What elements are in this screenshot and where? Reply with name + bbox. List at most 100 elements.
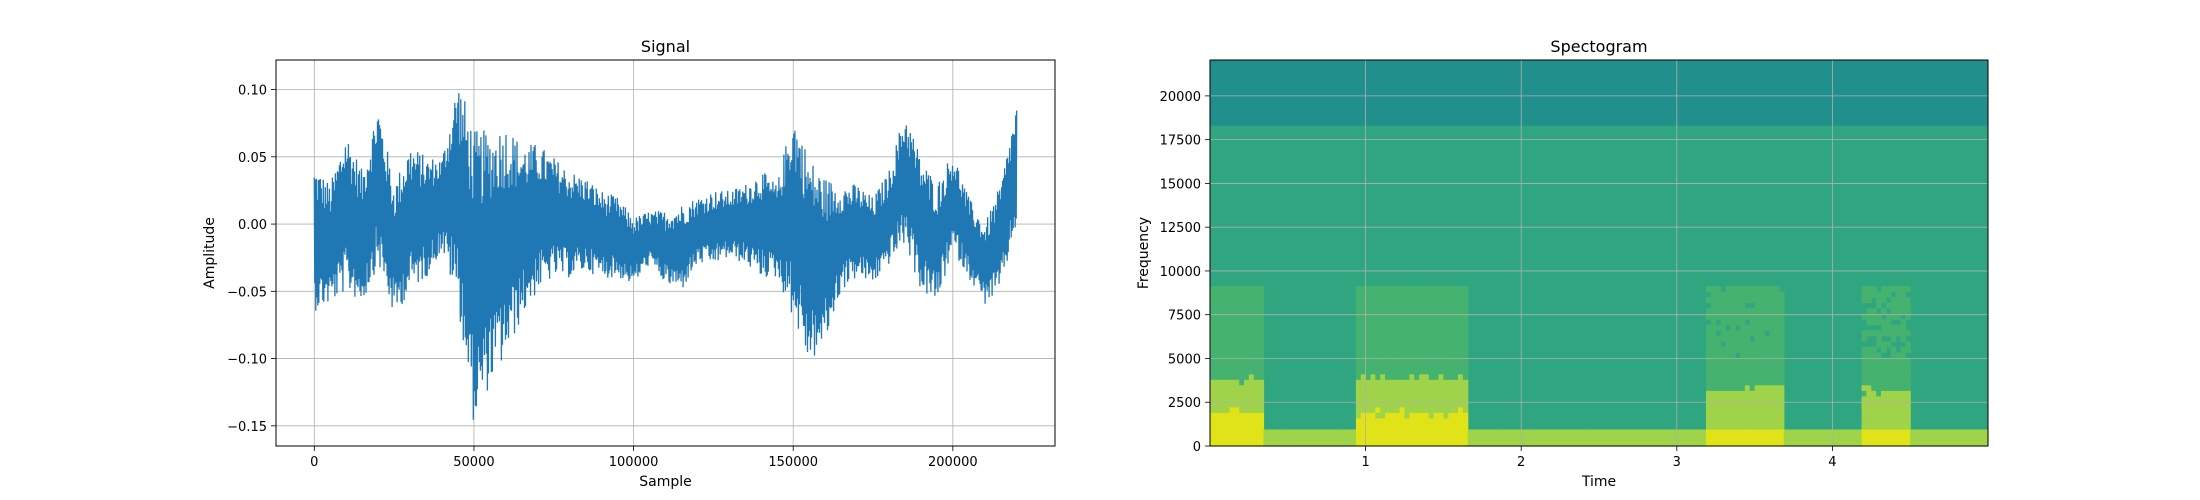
spectrogram-cell	[1365, 297, 1372, 304]
spectrogram-cell	[1234, 379, 1240, 386]
spectrogram-cell	[1424, 429, 1430, 436]
spectrogram-cell	[1409, 302, 1415, 309]
spectrogram-cell	[1248, 335, 1255, 342]
spectrogram-cell	[1229, 346, 1235, 353]
spectrogram-cell	[1462, 291, 1469, 298]
spectrogram-cell	[1715, 429, 1722, 436]
spectrogram-cell	[1778, 346, 1785, 353]
spectrogram-cell	[1545, 429, 1551, 436]
spectrogram-cell	[1214, 374, 1221, 381]
spectrogram-cell	[1662, 435, 1668, 442]
spectrogram-cell	[1404, 379, 1410, 386]
spectrogram-cell	[1419, 435, 1425, 442]
spectrogram-cell	[1385, 330, 1391, 337]
spectrogram-cell	[1443, 435, 1449, 442]
spectrogram-cell	[1365, 379, 1372, 386]
spectrogram-cell	[1881, 423, 1887, 430]
spectrogram-cell	[1428, 440, 1435, 447]
spectrogram-cell	[1594, 435, 1600, 442]
spectrogram-cell	[1248, 423, 1255, 430]
spectrogram-cell	[1458, 440, 1464, 447]
spectrogram-cell	[1968, 429, 1974, 436]
spectrogram-cell	[1219, 308, 1226, 315]
spectrogram-cell	[1409, 374, 1415, 381]
spectrogram-cell	[1681, 429, 1688, 436]
spectrogram-cell	[1720, 324, 1727, 331]
spectrogram-cell	[1317, 435, 1323, 442]
spectrogram-cell	[1268, 435, 1274, 442]
spectrogram-cell	[1749, 291, 1756, 298]
spectrogram-cell	[1462, 368, 1469, 375]
spectrogram-cell	[1778, 363, 1785, 370]
spectrogram-cell	[1389, 341, 1396, 348]
spectrogram-cell	[1370, 324, 1376, 331]
spectrogram-cell	[1258, 297, 1265, 304]
spectrogram-cell	[1710, 302, 1717, 309]
spectrogram-cell	[1764, 286, 1770, 293]
spectrogram-cell	[1769, 313, 1775, 320]
spectrogram-cell	[1730, 390, 1736, 397]
spectrogram-cell	[1239, 379, 1245, 386]
spectrogram-cell	[1453, 302, 1459, 309]
spectrogram-cell	[1890, 308, 1897, 315]
spectrogram-cell	[1764, 418, 1770, 425]
spectrogram-cell	[1876, 291, 1882, 298]
spectrogram-cell	[1370, 335, 1376, 342]
spectrogram-cell	[1764, 324, 1770, 331]
spectrogram-cell	[1754, 363, 1761, 370]
spectrogram-cell	[1385, 440, 1391, 447]
spectrogram-cell	[1871, 319, 1877, 326]
spectrogram-cell	[1769, 308, 1775, 315]
spectrogram-cell	[1404, 341, 1410, 348]
spectrogram-cell	[1968, 435, 1974, 442]
spectrogram-cell	[1890, 335, 1897, 342]
spectrogram-cell	[1720, 412, 1727, 419]
spectrogram-cell	[1900, 297, 1906, 304]
spectrogram-cell	[1706, 286, 1712, 293]
spectrogram-cell	[1589, 440, 1595, 447]
spectrogram-cell	[1822, 429, 1829, 436]
spectrogram-cell	[1876, 335, 1882, 342]
spectrogram-cell	[1778, 429, 1785, 436]
spectrogram-cell	[1253, 390, 1260, 397]
spectrogram-cell	[1438, 401, 1444, 408]
spectrogram-cell	[1725, 418, 1731, 425]
spectrogram-cell	[1715, 297, 1722, 304]
spectrogram-cell	[1244, 418, 1250, 425]
spectrogram-cell	[1735, 374, 1741, 381]
spectrogram-cell	[1764, 357, 1770, 364]
spectrogram-cell	[1424, 352, 1430, 359]
spectrogram-cell	[1419, 396, 1425, 403]
spectrogram-cell	[1224, 401, 1231, 408]
spectrogram-cell	[1710, 346, 1717, 353]
spectrogram-cell	[1861, 313, 1868, 320]
spectrogram-cell	[1919, 435, 1926, 442]
spectrogram-cell	[1219, 363, 1226, 370]
signal-y-tick-label: −0.10	[227, 353, 267, 368]
spectrogram-cell	[1764, 352, 1770, 359]
spectrogram-cell	[1375, 396, 1381, 403]
spectrogram-cell	[1778, 418, 1785, 425]
spectrogram-cell	[1380, 335, 1386, 342]
spectrogram-cell	[1905, 346, 1911, 353]
spectrogram-cell	[1754, 407, 1761, 414]
spectrogram-cell	[1715, 390, 1722, 397]
spectrogram-cell	[1365, 319, 1372, 326]
spectrogram-cell	[1419, 440, 1425, 447]
spectrogram-cell	[1774, 412, 1780, 419]
spectrogram-cell	[1764, 297, 1770, 304]
spectrogram-cell	[1769, 440, 1775, 447]
spectrogram-cell	[1239, 368, 1245, 375]
spectrogram-cell	[1385, 324, 1391, 331]
spectrogram-cell	[1448, 335, 1454, 342]
spectrogram-cell	[1740, 330, 1746, 337]
spectrogram-cell	[1905, 423, 1911, 430]
spectrogram-cell	[1769, 341, 1775, 348]
spectrogram-cell	[1360, 385, 1367, 392]
spectrogram-x-tick-label: 2	[1517, 455, 1525, 470]
spectrogram-cell	[1710, 357, 1717, 364]
spectrogram-cell	[1258, 374, 1265, 381]
spectrogram-cell	[1885, 302, 1892, 309]
spectrogram-cell	[1905, 302, 1911, 309]
